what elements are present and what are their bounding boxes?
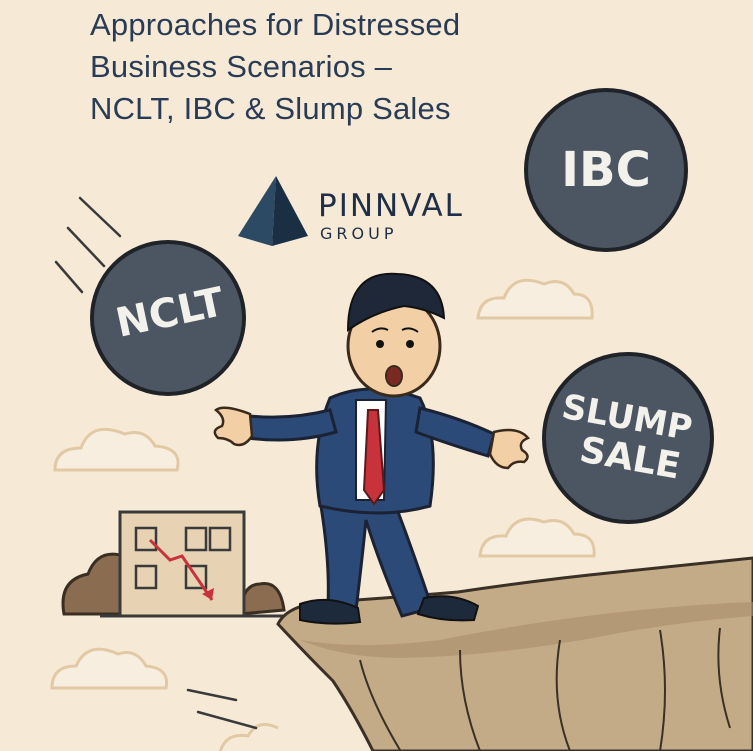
cloud bbox=[476, 278, 594, 320]
bush bbox=[61, 552, 126, 616]
businessman bbox=[213, 272, 531, 625]
brand-logo: PINNVAL GROUP bbox=[238, 178, 498, 248]
cloud bbox=[53, 427, 180, 472]
ncl-ball bbox=[90, 240, 246, 396]
title-line-2: Business Scenarios – bbox=[90, 49, 393, 84]
brand-subtitle: GROUP bbox=[320, 224, 398, 243]
bush bbox=[238, 582, 286, 616]
brand-name: PINNVAL bbox=[318, 188, 464, 224]
cloud bbox=[50, 647, 169, 690]
pyramid-icon bbox=[238, 176, 308, 246]
cloud bbox=[478, 517, 596, 558]
slump-sale-ball bbox=[542, 352, 714, 524]
title-line-1: Approaches for Distressed bbox=[90, 7, 461, 42]
declining-building bbox=[100, 510, 284, 618]
page-title: Approaches for Distressed Business Scena… bbox=[90, 4, 570, 130]
cloud bbox=[218, 722, 279, 751]
ibc-ball bbox=[524, 88, 688, 252]
title-line-3: NCLT, IBC & Slump Sales bbox=[90, 91, 451, 126]
ibc-label: IBC bbox=[561, 142, 651, 198]
